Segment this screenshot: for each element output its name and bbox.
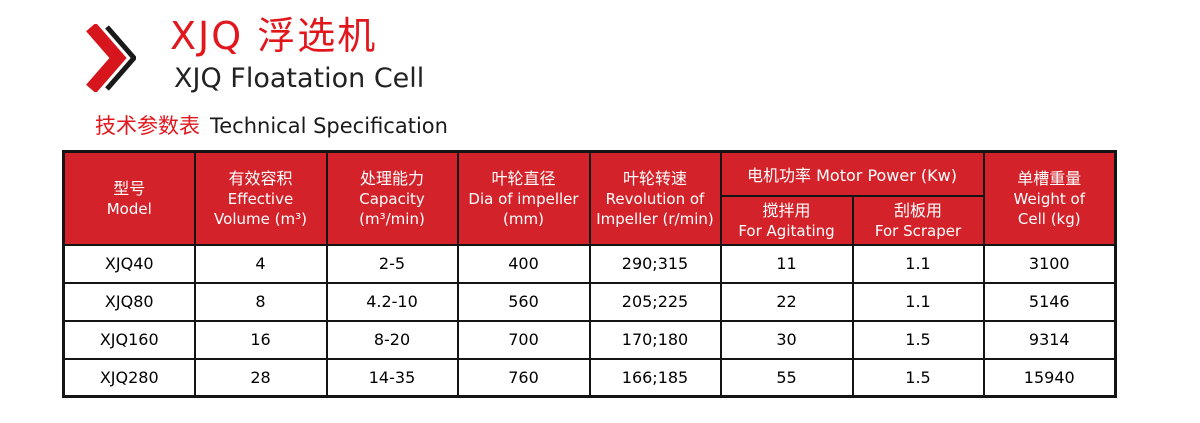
- product-title-en: XJQ Floatation Cell: [174, 63, 425, 94]
- cell-effective-volume: 8: [193, 281, 328, 322]
- cell-revolution: 166;185: [588, 357, 722, 398]
- cell-weight: 5146: [982, 281, 1117, 322]
- cell-capacity: 8-20: [325, 319, 459, 360]
- cell-weight: 15940: [982, 357, 1117, 398]
- cell-model: XJQ40: [62, 243, 196, 284]
- cell-impeller-diameter: 400: [456, 243, 591, 284]
- double-chevron-icon: [86, 24, 136, 92]
- cell-power-scraper: 1.5: [851, 319, 985, 360]
- col-header-weight-of-cell: 单槽重量 Weight of Cell (kg): [982, 150, 1117, 246]
- section-title-zh: 技术参数表: [95, 114, 200, 138]
- cell-power-scraper: 1.1: [851, 281, 985, 322]
- cell-impeller-diameter: 760: [456, 357, 591, 398]
- cell-power-agitating: 22: [719, 281, 854, 322]
- table-row: XJQ40 4 2-5 400 290;315 11 1.1 3100: [62, 243, 1117, 284]
- product-title-zh: XJQ 浮选机: [170, 14, 378, 58]
- cell-weight: 9314: [982, 319, 1117, 360]
- cell-impeller-diameter: 700: [456, 319, 591, 360]
- cell-effective-volume: 16: [193, 319, 328, 360]
- cell-power-scraper: 1.5: [851, 357, 985, 398]
- section-title-en: Technical Specification: [210, 114, 448, 138]
- col-header-impeller-diameter: 叶轮直径 Dia of impeller (mm): [456, 150, 591, 246]
- section-heading: 技术参数表 Technical Specification: [95, 110, 448, 140]
- col-header-effective-volume: 有效容积 Effective Volume (m³): [193, 150, 328, 246]
- col-header-revolution: 叶轮转速 Revolution of Impeller (r/min): [588, 150, 722, 246]
- cell-impeller-diameter: 560: [456, 281, 591, 322]
- cell-effective-volume: 4: [193, 243, 328, 284]
- cell-model: XJQ80: [62, 281, 196, 322]
- table-header-row-1: 型号 Model 有效容积 Effective Volume (m³) 处理能力…: [62, 150, 1117, 246]
- cell-power-agitating: 30: [719, 319, 854, 360]
- table-row: XJQ280 28 14-35 760 166;185 55 1.5 15940: [62, 357, 1117, 398]
- cell-revolution: 170;180: [588, 319, 722, 360]
- cell-revolution: 290;315: [588, 243, 722, 284]
- cell-model: XJQ280: [62, 357, 196, 398]
- col-header-motor-power-group: 电机功率 Motor Power (Kw): [719, 150, 985, 197]
- col-header-for-scraper: 刮板用 For Scraper: [851, 194, 985, 246]
- cell-capacity: 14-35: [325, 357, 459, 398]
- col-header-model: 型号 Model: [62, 150, 196, 246]
- cell-model: XJQ160: [62, 319, 196, 360]
- cell-revolution: 205;225: [588, 281, 722, 322]
- table-row: XJQ160 16 8-20 700 170;180 30 1.5 9314: [62, 319, 1117, 360]
- cell-power-scraper: 1.1: [851, 243, 985, 284]
- cell-capacity: 4.2-10: [325, 281, 459, 322]
- table-row: XJQ80 8 4.2-10 560 205;225 22 1.1 5146: [62, 281, 1117, 322]
- cell-effective-volume: 28: [193, 357, 328, 398]
- cell-power-agitating: 55: [719, 357, 854, 398]
- cell-weight: 3100: [982, 243, 1117, 284]
- cell-power-agitating: 11: [719, 243, 854, 284]
- table-header-row-2: 搅拌用 For Agitating 刮板用 For Scraper: [64, 194, 1116, 246]
- cell-capacity: 2-5: [325, 243, 459, 284]
- col-header-capacity: 处理能力 Capacity (m³/min): [325, 150, 459, 246]
- technical-specification-table: 型号 Model 有效容积 Effective Volume (m³) 处理能力…: [62, 150, 1117, 398]
- col-header-for-agitating: 搅拌用 For Agitating: [719, 194, 854, 246]
